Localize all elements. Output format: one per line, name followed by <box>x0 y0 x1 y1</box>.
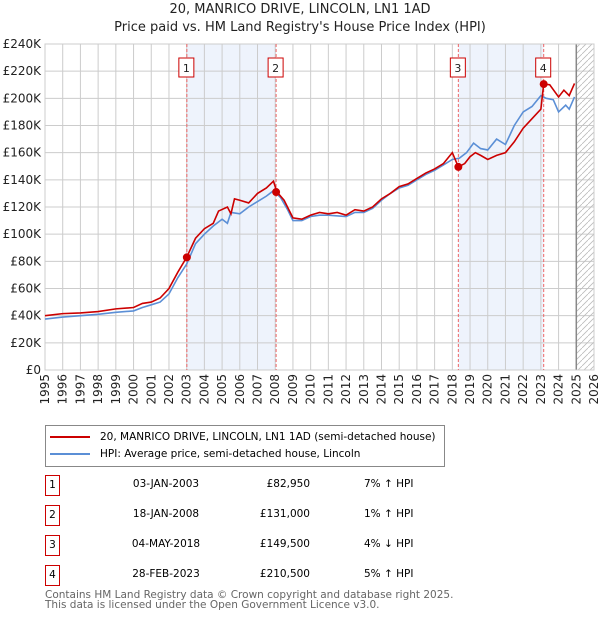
y-tick-label: £80K <box>10 254 42 268</box>
x-tick-label: 2006 <box>233 374 247 405</box>
x-tick-label: 2016 <box>410 374 424 405</box>
sale-date: 28-FEB-2023 <box>132 568 200 580</box>
legend-item-hpi: HPI: Average price, semi-detached house,… <box>50 446 360 462</box>
sale-label: 3 <box>454 62 461 75</box>
legend: 20, MANRICO DRIVE, LINCOLN, LN1 1AD (sem… <box>45 425 445 467</box>
x-tick-label: 1999 <box>109 374 123 405</box>
y-tick-label: £40K <box>10 309 42 323</box>
property-price-line <box>44 83 576 317</box>
x-tick-label: 2022 <box>516 374 530 405</box>
sale-label: 4 <box>540 62 547 75</box>
sale-number-badge: 2 <box>45 505 60 526</box>
x-tick-label: 2000 <box>127 374 141 405</box>
x-tick-label: 2001 <box>144 374 158 405</box>
x-tick-label: 2008 <box>268 374 282 405</box>
x-tick-label: 2011 <box>321 374 335 405</box>
plot-frame <box>44 43 595 371</box>
x-tick-label: 2003 <box>180 374 194 405</box>
sale-number-badge: 1 <box>45 475 60 496</box>
x-tick-label: 1995 <box>38 374 52 405</box>
sale-price: £131,000 <box>259 508 310 520</box>
sale-date: 18-JAN-2008 <box>132 508 200 520</box>
y-tick-label: £100K <box>3 227 43 241</box>
sale-label-box <box>449 57 466 78</box>
x-tick-label: 2002 <box>162 374 176 405</box>
price-chart: £0 £20K £40K £60K £80K £100K £120K £140K £160K £1… <box>3 37 600 405</box>
forecast-hatch <box>576 44 594 370</box>
hpi-comparison: 4% ↓ HPI <box>364 538 414 550</box>
sale-label-box <box>178 57 195 78</box>
x-tick-label: 2023 <box>534 374 548 405</box>
sale-point <box>539 80 548 89</box>
x-tick-label: 2021 <box>498 374 512 405</box>
sale-point <box>182 253 191 262</box>
footer-copyright: Contains HM Land Registry data © Crown c… <box>45 589 454 601</box>
sale-row: 3 04-MAY-2018 £149,500 4% ↓ HPI <box>45 535 465 557</box>
sale-number-badge: 4 <box>45 565 60 586</box>
sale-row: 1 03-JAN-2003 £82,950 7% ↑ HPI <box>45 475 465 497</box>
sale-label-box <box>267 57 284 78</box>
x-tick-label: 1998 <box>91 374 105 405</box>
x-tick-label: 2024 <box>552 374 566 405</box>
sale-price: £210,500 <box>259 568 310 580</box>
sale-date: 04-MAY-2018 <box>131 538 201 550</box>
x-tick-label: 2025 <box>569 374 583 405</box>
y-tick-label: £220K <box>3 64 43 78</box>
x-tick-label: 2005 <box>215 374 229 405</box>
y-tick-label: £240K <box>3 37 43 51</box>
sale-row: 4 28-FEB-2023 £210,500 5% ↑ HPI <box>45 565 465 587</box>
y-tick-label: £140K <box>3 173 43 187</box>
x-tick-label: 2019 <box>463 374 477 405</box>
hpi-comparison: 7% ↑ HPI <box>364 478 414 490</box>
y-tick-label: £120K <box>3 200 43 214</box>
hpi-comparison: 1% ↑ HPI <box>364 508 414 520</box>
y-tick-label: £60K <box>10 282 42 296</box>
sale-date: 03-JAN-2003 <box>132 478 200 490</box>
chart-subtitle: Price paid vs. HM Land Registry's House … <box>114 20 486 35</box>
x-tick-label: 2004 <box>197 374 211 405</box>
x-tick-label: 2014 <box>374 374 388 405</box>
y-tick-label: £0 <box>26 363 41 377</box>
x-tick-label: 2015 <box>392 374 406 405</box>
legend-item-property: 20, MANRICO DRIVE, LINCOLN, LN1 1AD (sem… <box>50 429 436 445</box>
x-tick-label: 2013 <box>357 374 371 405</box>
x-tick-label: 2017 <box>428 374 442 405</box>
sale-price: £82,950 <box>266 478 310 490</box>
y-tick-label: £200K <box>3 91 43 105</box>
sale-label: 1 <box>183 62 190 75</box>
legend-label: HPI: Average price, semi-detached house,… <box>100 448 361 460</box>
sale-point <box>454 162 463 171</box>
x-tick-label: 1996 <box>56 374 70 405</box>
footer: Contains HM Land Registry data © Crown c… <box>45 589 454 611</box>
y-tick-label: £20K <box>10 336 42 350</box>
chart-title: 20, MANRICO DRIVE, LINCOLN, LN1 1AD <box>169 2 431 17</box>
x-tick-label: 2012 <box>339 374 353 405</box>
y-tick-label: £180K <box>3 119 43 133</box>
legend-label: 20, MANRICO DRIVE, LINCOLN, LN1 1AD (sem… <box>100 431 436 443</box>
x-tick-label: 2009 <box>286 374 300 405</box>
x-tick-label: 2020 <box>481 374 495 405</box>
x-tick-label: 1997 <box>73 374 87 405</box>
sale-label-box <box>535 57 552 78</box>
x-tick-label: 2026 <box>587 374 600 405</box>
footer-licence: This data is licensed under the Open Gov… <box>45 599 380 611</box>
sale-price: £149,500 <box>259 538 310 550</box>
sale-label: 2 <box>272 62 279 75</box>
red-line-swatch <box>50 436 90 438</box>
blue-line-swatch <box>50 453 90 455</box>
x-tick-label: 2007 <box>251 374 265 405</box>
x-tick-label: 2018 <box>445 374 459 405</box>
y-tick-label: £160K <box>3 146 43 160</box>
x-tick-label: 2010 <box>304 374 318 405</box>
sale-point <box>272 188 281 197</box>
sale-number-badge: 3 <box>45 535 60 556</box>
hpi-line <box>44 94 576 320</box>
hpi-comparison: 5% ↑ HPI <box>364 568 414 580</box>
sale-row: 2 18-JAN-2008 £131,000 1% ↑ HPI <box>45 505 465 527</box>
